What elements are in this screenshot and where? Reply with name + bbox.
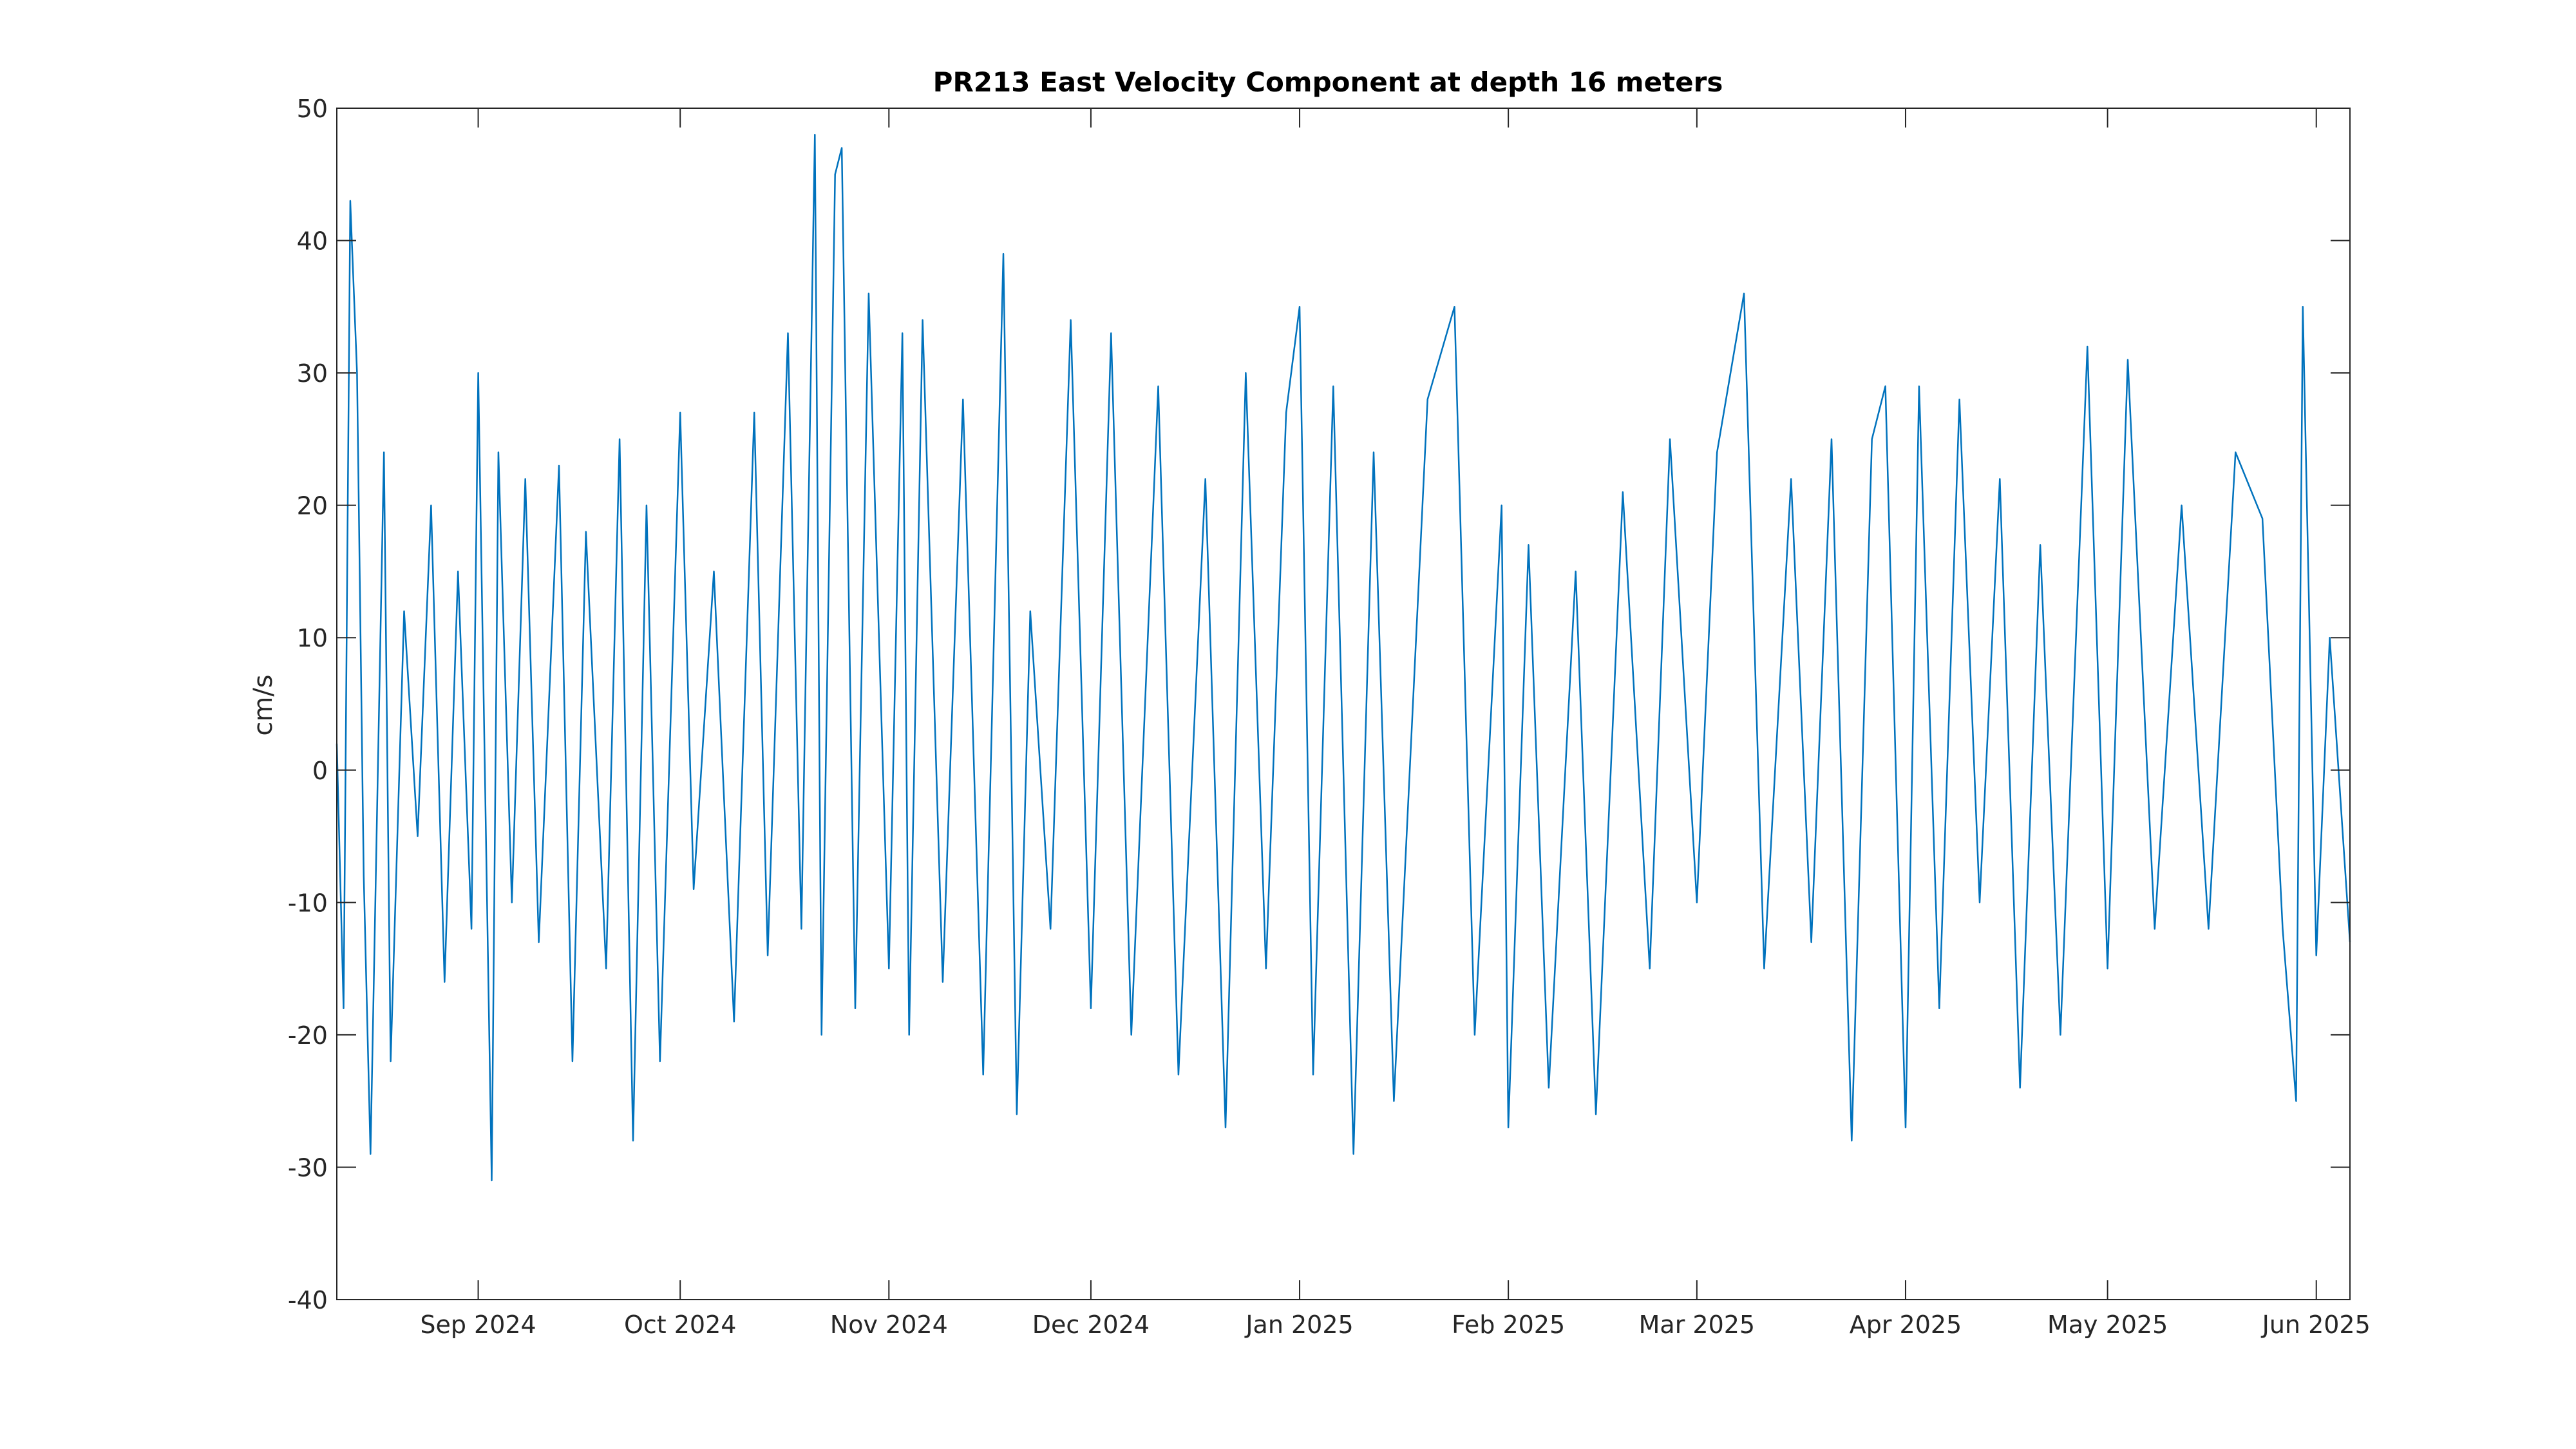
x-tick-label: Apr 2025 — [1850, 1311, 1962, 1339]
y-tick-label: 0 — [312, 757, 328, 785]
x-tick-label: Mar 2025 — [1639, 1311, 1755, 1339]
y-tick-label: -40 — [288, 1286, 328, 1314]
x-tick-label: Nov 2024 — [830, 1311, 948, 1339]
y-axis-tick-labels: -40 -30 -20 -10 0 10 20 30 40 50 — [288, 95, 328, 1314]
y-axis-label: cm/s — [249, 674, 278, 735]
y-tick-label: 40 — [297, 227, 328, 256]
x-tick-label: Jan 2025 — [1244, 1311, 1353, 1339]
chart-title: PR213 East Velocity Component at depth 1… — [933, 66, 1723, 98]
x-tick-label: Feb 2025 — [1452, 1311, 1565, 1339]
x-tick-label: Sep 2024 — [420, 1311, 536, 1339]
y-tick-label: -20 — [288, 1021, 328, 1050]
y-tick-label: -10 — [288, 889, 328, 917]
data-series — [336, 133, 2351, 1182]
x-tick-label: Dec 2024 — [1032, 1311, 1150, 1339]
x-tick-label: Jun 2025 — [2261, 1311, 2371, 1339]
y-tick-label: 20 — [297, 492, 328, 520]
x-tick-label: Oct 2024 — [624, 1311, 737, 1339]
series-line — [336, 133, 2351, 1182]
plot-frame — [336, 108, 2351, 1300]
y-tick-label: 30 — [297, 359, 328, 388]
plot-area — [337, 108, 2350, 1300]
y-tick-label: 50 — [297, 95, 328, 123]
x-axis-tick-labels: Sep 2024 Oct 2024 Nov 2024 Dec 2024 Jan 2025… — [420, 1311, 2370, 1339]
y-tick-label: -30 — [288, 1153, 328, 1182]
y-tick-label: 10 — [297, 624, 328, 652]
x-tick-label: May 2025 — [2047, 1311, 2168, 1339]
